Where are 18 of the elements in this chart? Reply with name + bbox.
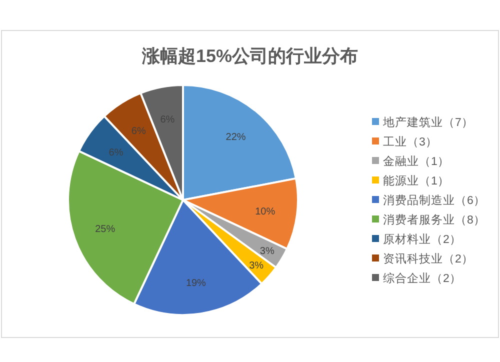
data-label: 6% xyxy=(131,126,146,138)
legend-label: 综合企业（2） xyxy=(383,271,462,285)
chart-title: 涨幅超15%公司的行业分布 xyxy=(140,46,358,66)
legend-label: 金融业（1） xyxy=(383,155,450,168)
legend-label: 原材料业（2） xyxy=(383,233,462,246)
legend-label: 地产建筑业（7） xyxy=(382,115,474,129)
data-label: 19% xyxy=(186,278,206,289)
legend-label: 消费者服务业（8） xyxy=(383,214,486,226)
data-label: 25% xyxy=(95,224,116,236)
data-label: 3% xyxy=(260,246,274,257)
legend-label: 能源业（1） xyxy=(383,174,450,188)
data-label: 6% xyxy=(108,147,124,158)
data-label: 10% xyxy=(255,206,276,218)
legend-label: 资讯科技业（2） xyxy=(383,252,474,266)
legend-label: 工业（3） xyxy=(383,136,438,148)
data-label: 3% xyxy=(249,260,264,272)
legend-label: 消费品制造业（6） xyxy=(383,194,486,207)
data-label: 22% xyxy=(226,132,246,144)
